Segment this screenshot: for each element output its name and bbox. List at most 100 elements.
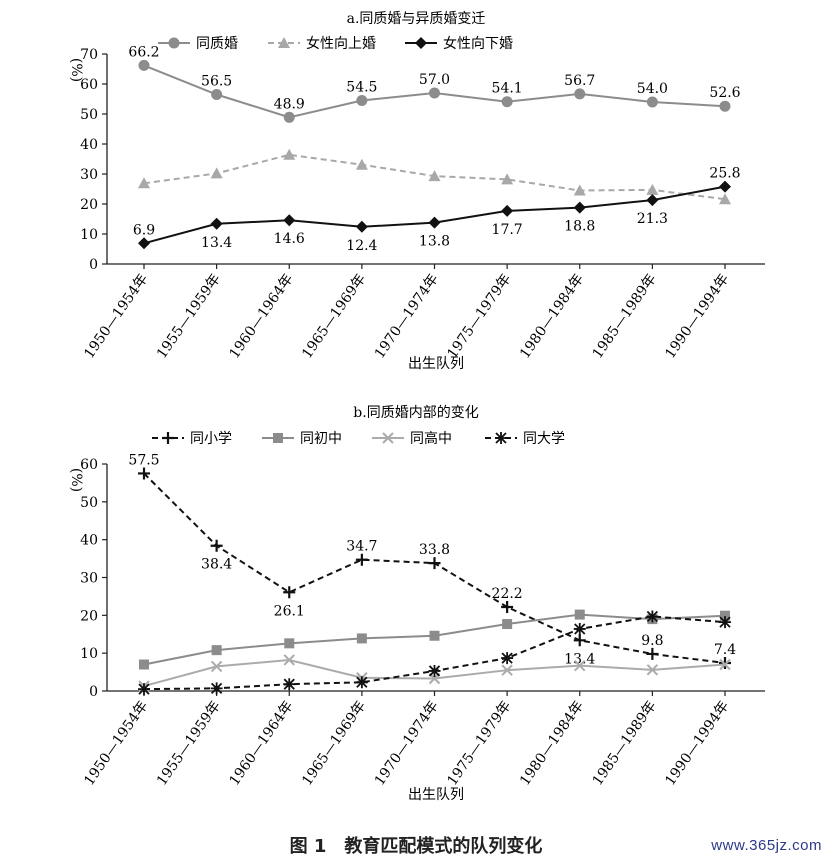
series-1: 57.5 38.4 26.1 34.7 33.8 22.2 13.4 9.8 7.4: [128, 452, 736, 670]
legend-marker: [278, 37, 290, 48]
y-tick-label: 10: [80, 227, 98, 243]
data-point: [210, 217, 223, 230]
legend-label: 女性向上婚: [306, 35, 376, 52]
data-point: [428, 664, 441, 677]
data-point: [356, 95, 368, 106]
data-point: [574, 609, 585, 620]
data-label: 57.0: [419, 72, 450, 88]
legend-label: 同高中: [410, 430, 452, 447]
data-label: 26.1: [274, 603, 305, 619]
x-tick-label: 1955—1959年: [154, 698, 224, 788]
y-tick-label: 50: [80, 107, 98, 123]
data-label: 54.5: [346, 80, 377, 96]
y-tick-label: 60: [80, 77, 98, 93]
x-tick-label: 1975—1979年: [444, 698, 514, 788]
y-tick-label: 30: [80, 571, 98, 587]
data-label: 56.5: [201, 74, 232, 90]
legend-item: 同高中: [372, 430, 452, 447]
data-point: [719, 193, 731, 205]
legend-label: 同大学: [523, 431, 565, 447]
data-label: 13.4: [201, 235, 232, 251]
series-3: 6.9 13.4 14.6 12.4 13.8 17.7 18.8 21.3 25.8: [133, 166, 741, 254]
data-point: [283, 214, 296, 227]
y-axis-label: (%): [68, 468, 84, 492]
legend-item: 女性向上婚: [268, 35, 376, 52]
data-label: 7.4: [714, 642, 736, 658]
x-tick-label: 1985—1989年: [590, 698, 660, 788]
data-point: [501, 652, 514, 665]
data-point: [138, 683, 150, 696]
data-point: [720, 610, 730, 621]
x-tick-label: 1950—1954年: [81, 271, 151, 361]
legend-item: 同小学: [152, 431, 232, 447]
data-point: [573, 184, 586, 196]
data-label: 21.3: [637, 211, 668, 227]
data-label: 13.4: [564, 651, 595, 667]
legend-marker: [162, 432, 174, 444]
data-point: [138, 237, 150, 250]
legend-label: 同小学: [190, 431, 232, 447]
data-point: [210, 660, 223, 673]
data-label: 12.4: [346, 238, 377, 254]
series-2: [138, 148, 731, 205]
data-point: [574, 88, 586, 100]
data-point: [719, 100, 731, 112]
x-tick-label: 1960—1964年: [226, 698, 296, 788]
y-tick-label: 30: [80, 167, 98, 183]
x-tick-label: 1965—1969年: [299, 271, 369, 361]
y-tick-label: 70: [80, 47, 98, 63]
data-point: [211, 89, 223, 100]
data-point: [429, 630, 440, 641]
data-label: 48.9: [274, 96, 305, 112]
data-point: [646, 664, 659, 676]
data-point: [428, 557, 441, 570]
y-tick-label: 20: [80, 197, 98, 213]
data-point: [646, 183, 659, 195]
data-point: [138, 467, 150, 480]
data-point: [283, 654, 295, 666]
data-point: [138, 59, 150, 71]
data-point: [501, 96, 513, 108]
y-tick-label: 20: [80, 608, 98, 624]
y-tick-label: 60: [80, 457, 98, 473]
data-point: [355, 220, 368, 233]
legend-label: 同初中: [300, 430, 342, 447]
chart-title: b.同质婚内部的变化: [353, 405, 478, 421]
x-tick-label: 1990—1994年: [662, 698, 732, 788]
legend-item: 同质婚: [158, 36, 238, 52]
y-tick-label: 0: [89, 257, 98, 273]
data-point: [646, 194, 659, 207]
y-axis-label: (%): [68, 58, 84, 82]
x-tick-label: 1990—1994年: [662, 271, 732, 361]
data-label: 18.8: [564, 219, 595, 235]
data-point: [138, 177, 150, 189]
y-tick-label: 50: [80, 495, 98, 511]
data-point: [719, 657, 731, 670]
series-1: 66.2 56.5 48.9 54.5 57.0 54.1 56.7 54.0 52.6: [128, 44, 741, 123]
x-tick-label: 1955—1959年: [154, 271, 224, 361]
y-tick-label: 40: [80, 137, 98, 153]
x-tick-label: 1975—1979年: [444, 271, 514, 361]
y-tick-label: 40: [80, 533, 98, 549]
legend-marker: [495, 432, 507, 444]
x-axis-label: 出生队列: [408, 356, 464, 372]
data-label: 22.2: [492, 586, 523, 602]
legend-item: 同初中: [262, 430, 342, 447]
data-point: [501, 664, 513, 676]
data-point: [501, 204, 514, 217]
y-tick-label: 0: [89, 684, 98, 700]
legend-marker: [415, 37, 427, 49]
data-point: [573, 634, 586, 647]
data-point: [428, 170, 441, 182]
legend-item: 女性向下婚: [405, 35, 513, 52]
y-tick-label: 10: [80, 646, 98, 662]
data-point: [139, 659, 149, 670]
data-label: 54.1: [492, 81, 523, 97]
x-tick-label: 1965—1969年: [299, 698, 369, 788]
data-label: 66.2: [128, 44, 159, 60]
data-point: [284, 638, 295, 649]
data-point: [428, 216, 441, 229]
x-tick-label: 1980—1984年: [517, 698, 587, 788]
